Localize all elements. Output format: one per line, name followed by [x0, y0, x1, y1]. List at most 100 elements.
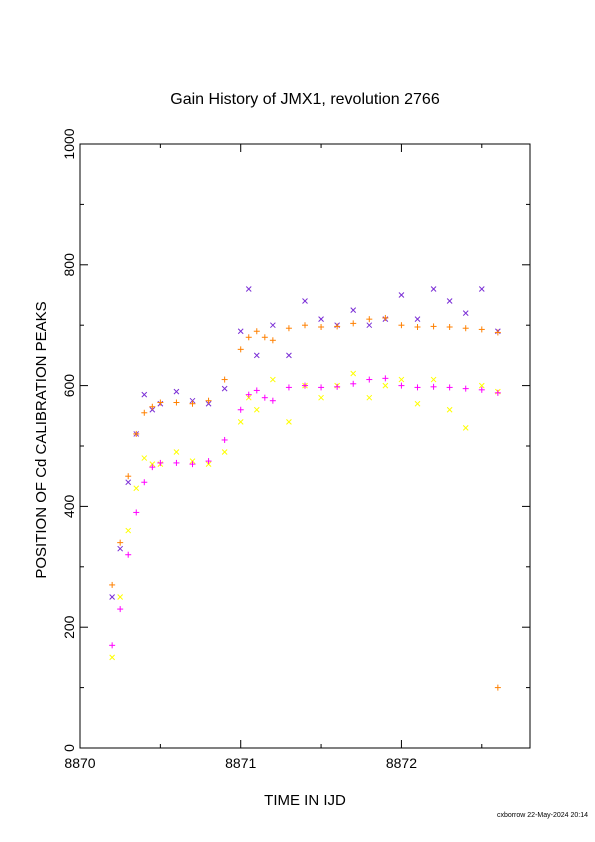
high_peak_fit-point — [334, 323, 341, 330]
low_peak_raw-point — [245, 394, 252, 401]
high_peak_fit-point — [318, 324, 325, 331]
high_peak_raw-point — [398, 292, 405, 298]
chart-title: Gain History of JMX1, revolution 2766 — [170, 91, 440, 108]
low_peak_fit-point — [141, 479, 148, 486]
y-tick-label: 0 — [61, 744, 77, 752]
low_peak_raw-point — [109, 654, 115, 661]
high_peak_raw-point — [173, 388, 180, 395]
high_peak_raw-point — [125, 479, 132, 486]
high_peak_raw-point — [446, 298, 453, 304]
low_peak_raw-point — [318, 394, 324, 401]
low_peak_fit-point — [382, 375, 389, 382]
high_peak_fit-point — [494, 329, 501, 336]
high_peak_fit-point — [109, 581, 116, 588]
high_peak_raw-point — [141, 391, 148, 398]
high_peak_raw-point — [302, 298, 308, 304]
low_peak_fit-point — [446, 384, 453, 391]
high_peak_fit-point — [446, 324, 453, 331]
x-tick-label: 8872 — [386, 755, 417, 771]
high_peak_raw-point — [318, 316, 324, 323]
low_peak_fit-point — [205, 458, 212, 465]
y-axis-label: POSITION OF Cd CALIBRATION PEAKS — [33, 301, 50, 578]
low_peak_fit-point — [117, 606, 124, 613]
high_peak_fit-point — [269, 337, 276, 344]
low_peak_raw-point — [478, 382, 485, 389]
low_peak_fit-point — [125, 551, 132, 558]
high_peak_raw-point — [189, 397, 196, 404]
low_peak_raw-point — [205, 461, 212, 467]
low_peak_raw-point — [382, 382, 389, 389]
high_peak_fit-point — [221, 376, 228, 383]
high_peak_fit-point — [117, 539, 124, 546]
low_peak_fit-point — [430, 383, 437, 390]
high_peak_fit-point — [261, 334, 268, 341]
high_peak_raw-point — [350, 307, 357, 313]
high_peak_raw-point — [478, 286, 485, 292]
y-tick-label: 200 — [61, 615, 77, 639]
high_peak_fit-point — [173, 399, 180, 406]
high_peak_raw-point — [205, 400, 212, 407]
low_peak_fit-point — [245, 391, 252, 398]
low_peak_raw-point — [270, 376, 276, 383]
high_peak_fit-point — [253, 328, 260, 335]
high_peak_raw-point — [286, 352, 292, 359]
low_peak_raw-point — [189, 458, 196, 464]
low_peak_fit-point — [133, 509, 140, 516]
low_peak_raw-point — [141, 455, 148, 461]
low_peak_raw-point — [430, 376, 437, 383]
high_peak_fit-point — [350, 320, 357, 327]
high_peak_fit-point — [237, 346, 244, 353]
low_peak_fit-point — [462, 385, 469, 392]
low_peak_fit-point — [189, 461, 196, 468]
low_peak_fit-point — [478, 386, 485, 393]
low_peak_fit-point — [494, 389, 501, 396]
low_peak_fit-point — [285, 384, 292, 391]
isolated_point-point — [494, 684, 501, 691]
plot-frame — [79, 143, 531, 749]
low_peak_raw-point — [446, 406, 453, 413]
high_peak_raw-point — [245, 286, 252, 292]
low_peak_raw-point — [286, 418, 292, 425]
x-tick-label: 8870 — [64, 755, 95, 771]
high_peak_fit-point — [285, 325, 292, 332]
low_peak_raw-point — [125, 527, 132, 534]
high_peak_raw-point — [253, 352, 260, 359]
high_peak_fit-point — [205, 397, 212, 404]
high_peak_raw-point — [237, 328, 244, 335]
high_peak_raw-point — [117, 545, 124, 552]
x-tick-label: 8871 — [225, 755, 256, 771]
high_peak_fit-point — [125, 473, 132, 480]
low_peak_fit-point — [237, 406, 244, 413]
y-tick-label: 400 — [61, 495, 77, 519]
low_peak_raw-point — [149, 461, 156, 467]
high_peak_fit-point — [430, 323, 437, 330]
low_peak_fit-point — [173, 459, 180, 466]
low_peak_fit-point — [302, 382, 308, 389]
low_peak_fit-point — [334, 383, 341, 390]
high_peak_fit-point — [478, 326, 485, 333]
high_peak_fit-point — [398, 322, 405, 329]
high_peak_raw-point — [366, 322, 373, 329]
high_peak_raw-point — [462, 310, 469, 316]
low_peak_raw-point — [133, 485, 140, 492]
low_peak_fit-point — [109, 642, 116, 649]
low_peak_raw-point — [237, 418, 244, 425]
high_peak_fit-point — [245, 334, 252, 341]
low_peak_raw-point — [462, 425, 469, 431]
high_peak_raw-point — [430, 286, 437, 292]
low_peak_fit-point — [398, 382, 405, 389]
low_peak_raw-point — [117, 594, 124, 600]
y-tick-label: 1000 — [61, 128, 77, 159]
low_peak_raw-point — [350, 370, 357, 377]
high_peak_fit-point — [366, 316, 373, 323]
high_peak_raw-point — [109, 594, 115, 600]
y-tick-label: 800 — [61, 253, 77, 277]
high_peak_raw-point — [149, 406, 156, 413]
x-axis-label: TIME IN IJD — [264, 792, 346, 809]
high_peak_fit-point — [149, 403, 156, 410]
high_peak_raw-point — [221, 385, 228, 392]
high_peak_fit-point — [382, 314, 389, 321]
footer-stamp: cxborrow 22-May-2024 20:14 — [497, 812, 588, 819]
y-tick-label: 600 — [61, 374, 77, 398]
